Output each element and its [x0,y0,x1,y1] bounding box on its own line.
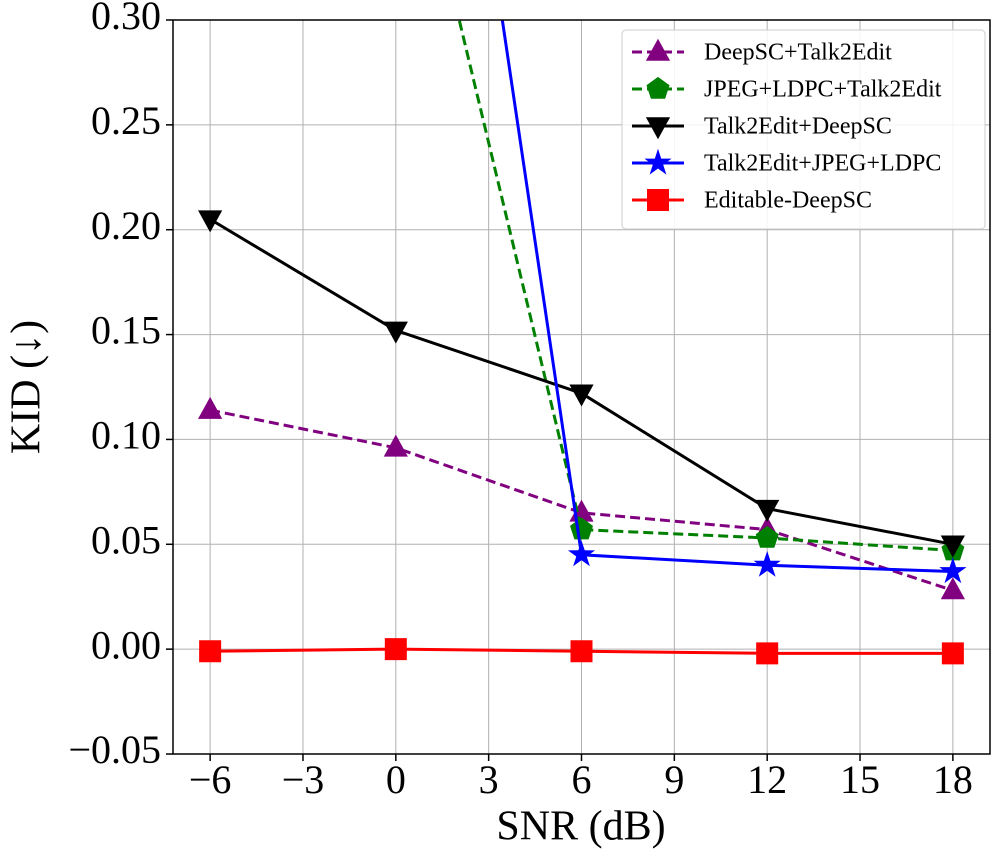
series-line [457,20,953,553]
x-axis-label: SNR (dB) [496,804,665,850]
data-point [941,642,964,665]
legend-box [621,29,986,230]
data-point [940,577,965,600]
x-tick-label: 3 [479,757,499,802]
data-point [755,499,780,522]
data-point [198,396,223,419]
data-point [939,557,967,584]
data-point [753,551,781,577]
data-point [567,540,596,567]
legend-label: Talk2Edit+DeepSC [704,114,892,140]
x-tick-label: 12 [747,757,787,802]
data-point [569,384,594,407]
series-line [209,408,954,592]
legend-marker [644,148,672,175]
y-tick-label: 0.25 [91,98,161,143]
y-tick-label: 0.05 [91,517,161,562]
data-point [755,525,779,548]
data-point [198,210,223,233]
y-tick-label: −0.05 [68,727,161,772]
legend: DeepSC+Talk2Edit JPEG+LDPC+Talk2Edit Talk2… [621,29,986,230]
data-point [383,321,408,344]
data-point [384,638,407,661]
x-tick-label: 15 [840,757,880,802]
x-tick-label: −6 [189,757,232,802]
y-tick-label: 0.30 [91,0,161,38]
data-point [383,434,408,457]
x-tick-label: −3 [282,757,325,802]
y-axis-label: KID (↓) [4,320,50,454]
legend-label: Talk2Edit+JPEG+LDPC [704,151,941,177]
y-tick-label: 0.00 [91,622,161,667]
x-tick-label: 0 [386,757,406,802]
x-tick-label: 18 [933,757,973,802]
legend-marker [647,189,669,211]
legend-marker [646,76,670,99]
legend-label: Editable-DeepSC [704,188,872,214]
x-tick-label: 6 [572,757,592,802]
legend-marker [645,38,671,61]
data-point [756,642,779,665]
y-tick-label: 0.20 [91,203,161,248]
x-tick-label: 9 [664,757,684,802]
data-point [570,640,593,663]
ticks: −0.05 0.00 0.05 0.10 0.15 0.20 0.25 0.30 −6 −3 0 3 6… [68,0,972,802]
data-point [940,535,965,558]
plot-area [198,20,967,665]
legend-label: DeepSC+Talk2Edit [704,40,892,66]
y-tick-label: 0.15 [91,308,161,353]
legend-marker [645,117,671,140]
legend-label: JPEG+LDPC+Talk2Edit [704,77,942,103]
y-tick-label: 0.10 [91,413,161,458]
data-point [199,640,222,663]
